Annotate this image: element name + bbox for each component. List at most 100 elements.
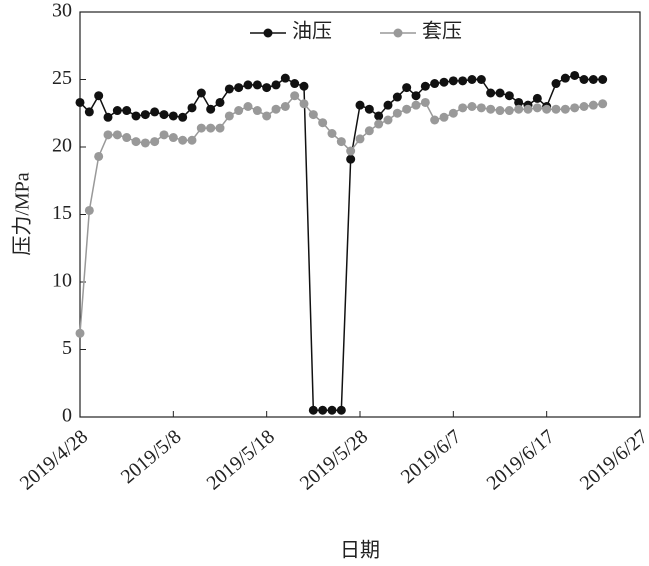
data-point: [168, 133, 178, 143]
data-point: [150, 137, 160, 147]
data-point: [234, 106, 244, 116]
data-point: [103, 130, 113, 140]
data-point: [448, 108, 458, 118]
y-axis-label: 压力/MPa: [11, 172, 34, 255]
data-point: [159, 110, 169, 120]
data-point: [570, 103, 580, 113]
data-point: [94, 151, 104, 161]
data-point: [374, 119, 384, 129]
data-point: [346, 146, 356, 156]
data-point: [598, 75, 608, 84]
data-point: [514, 104, 524, 114]
data-point: [336, 137, 346, 147]
legend-label: 套压: [422, 20, 462, 43]
data-point: [131, 137, 141, 147]
data-point: [486, 88, 496, 98]
data-point: [271, 80, 281, 90]
data-point: [439, 77, 449, 87]
data-point: [84, 107, 94, 117]
data-point: [206, 123, 216, 133]
data-point: [420, 81, 430, 91]
data-point: [196, 88, 206, 98]
data-point: [551, 79, 561, 89]
y-tick-label: 5: [62, 337, 72, 359]
data-point: [532, 93, 542, 103]
data-point: [532, 103, 542, 113]
data-point: [495, 88, 505, 98]
data-point: [346, 154, 356, 164]
x-tick-label: 2019/6/7: [397, 425, 466, 488]
data-point: [299, 99, 309, 109]
data-point: [308, 110, 318, 120]
data-point: [598, 99, 608, 109]
data-point: [290, 79, 300, 89]
data-point: [430, 79, 440, 89]
data-point: [336, 405, 346, 415]
data-point: [392, 108, 402, 118]
data-point: [364, 104, 374, 114]
data-point: [131, 111, 141, 121]
data-point: [570, 70, 580, 80]
data-point: [122, 133, 132, 143]
data-point: [430, 115, 440, 125]
y-tick-label: 30: [52, 0, 72, 22]
data-point: [308, 405, 318, 415]
data-point: [318, 118, 328, 128]
data-point: [271, 104, 281, 114]
data-point: [374, 111, 384, 121]
y-tick-label: 15: [52, 202, 72, 224]
data-point: [168, 111, 178, 121]
data-point: [94, 91, 104, 101]
data-point: [327, 405, 337, 415]
x-tick-label: 2019/4/28: [16, 425, 92, 494]
data-point: [103, 112, 113, 122]
legend-label: 油压: [292, 20, 332, 43]
data-point: [504, 91, 514, 101]
data-point: [224, 84, 234, 94]
data-point: [262, 83, 272, 93]
data-point: [467, 75, 477, 84]
legend-marker: [263, 28, 273, 38]
data-point: [75, 97, 85, 107]
data-point: [243, 80, 253, 90]
data-point: [280, 73, 290, 83]
data-point: [448, 76, 458, 86]
data-point: [458, 103, 468, 113]
data-point: [75, 328, 85, 338]
data-point: [252, 80, 262, 90]
data-point: [420, 97, 430, 107]
data-point: [383, 100, 393, 110]
data-point: [215, 123, 225, 133]
data-point: [140, 138, 150, 148]
data-point: [411, 91, 421, 101]
data-point: [542, 104, 552, 114]
series-line: [79, 74, 603, 411]
y-tick-label: 10: [52, 270, 72, 292]
data-point: [178, 112, 188, 122]
data-point: [579, 75, 589, 84]
data-point: [140, 110, 150, 120]
plot-frame: [79, 11, 641, 418]
data-point: [523, 104, 533, 114]
data-point: [355, 134, 365, 144]
data-point: [159, 130, 169, 140]
data-point: [243, 102, 253, 111]
x-tick-label: 2019/6/17: [483, 425, 559, 494]
data-point: [187, 135, 197, 145]
data-point: [402, 83, 412, 93]
data-point: [178, 135, 188, 145]
data-point: [252, 106, 262, 116]
data-point: [411, 100, 421, 110]
data-point: [84, 205, 94, 215]
data-point: [187, 103, 197, 113]
data-point: [318, 405, 328, 415]
x-axis-label: 日期: [340, 540, 380, 562]
data-point: [476, 75, 486, 84]
legend-marker: [393, 28, 403, 38]
data-point: [234, 83, 244, 93]
data-point: [122, 106, 132, 116]
data-point: [588, 100, 598, 110]
data-point: [392, 92, 402, 102]
x-tick-label: 2019/6/27: [576, 425, 649, 494]
data-point: [560, 104, 570, 114]
